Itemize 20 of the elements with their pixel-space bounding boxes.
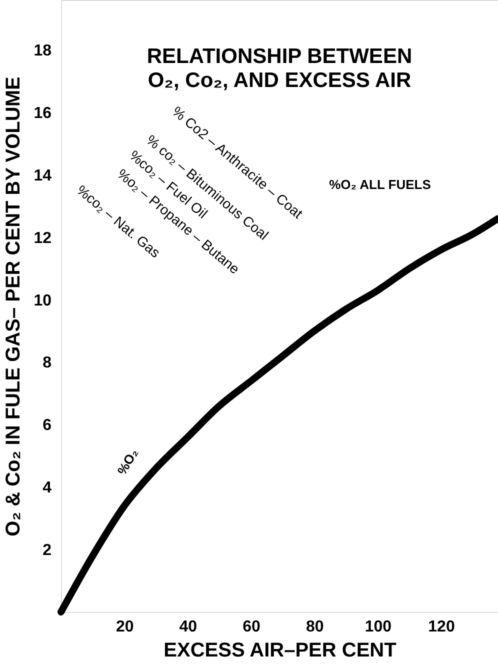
y-tick-label: 14	[34, 167, 52, 184]
text: RELATIONSHIP BETWEEN	[146, 45, 412, 68]
x-tick-label: 100	[364, 618, 392, 636]
y-tick-label: 2	[42, 542, 52, 560]
x-tick-label: 40	[179, 618, 198, 636]
y-tick-label: 8	[42, 354, 52, 372]
x-tick-label: 60	[242, 618, 260, 636]
annotation: %O₂ ALL FUELS	[329, 177, 432, 192]
y-tick-label: 4	[42, 480, 52, 497]
x-tick-label: 20	[116, 618, 134, 636]
text: O₂, Co₂, AND EXCESS AIR	[148, 69, 412, 92]
x-tick-label: 80	[306, 618, 324, 636]
x-axis-title: EXCESS AIR–PER CENT	[164, 640, 396, 662]
y-tick-label: 18	[34, 42, 52, 60]
y-axis-title: O₂ & Co₂ IN FULE GAS– PER CENT BY VOLUME	[2, 76, 25, 536]
y-tick-label: 6	[42, 417, 52, 434]
x-tick-label: 120	[428, 618, 455, 636]
y-tick-label: 10	[34, 292, 52, 310]
y-tick-label: 12	[34, 230, 52, 247]
y-tick-label: 16	[34, 104, 52, 122]
